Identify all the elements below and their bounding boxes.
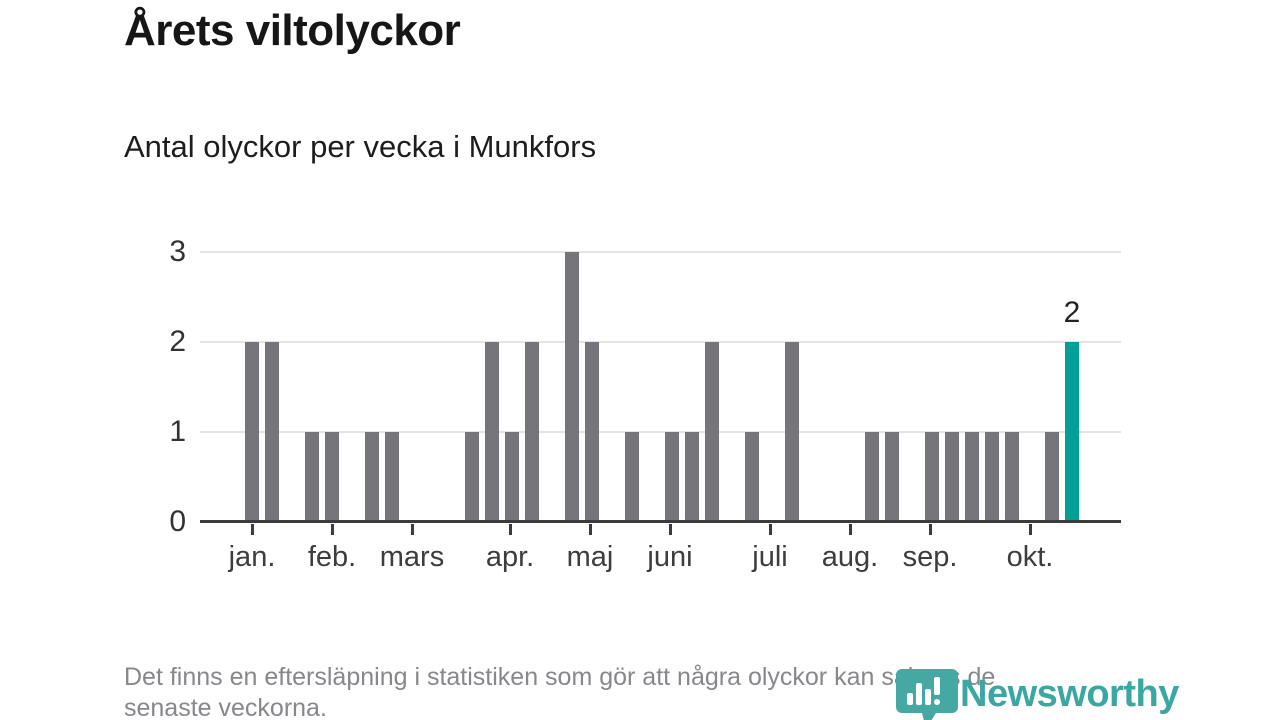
bar-week-44-highlight xyxy=(1065,342,1079,522)
bar-week-43 xyxy=(1045,432,1059,522)
bar-week-38 xyxy=(945,432,959,522)
x-month-label-mars: mars xyxy=(379,541,445,573)
chart-subtitle: Antal olyckor per vecka i Munkfors xyxy=(124,129,597,164)
footer-line-1: Det finns en eftersläpning i statistiken… xyxy=(124,663,996,691)
x-month-label-apr: apr. xyxy=(485,541,535,573)
bar-week-16 xyxy=(505,432,519,522)
x-month-label-juli: juli xyxy=(752,541,788,573)
x-tick-sep xyxy=(929,524,932,535)
x-tick-juli xyxy=(769,524,772,535)
x-tick-aug xyxy=(849,524,852,535)
icon-exclamation-bar xyxy=(934,677,940,695)
bar-week-41 xyxy=(1005,432,1019,522)
newsworthy-bubble-chart-icon xyxy=(896,669,958,720)
bar-week-10 xyxy=(385,432,399,522)
bar-week-15 xyxy=(485,342,499,522)
bar-week-9 xyxy=(365,432,379,522)
bar-week-40 xyxy=(985,432,999,522)
footer-note: Det finns en eftersläpning i statistiken… xyxy=(124,662,995,720)
bar-week-20 xyxy=(585,342,599,522)
bar-week-22 xyxy=(625,432,639,522)
x-tick-mars xyxy=(411,524,414,535)
gridline-y-2 xyxy=(200,341,1121,343)
bar-week-25 xyxy=(685,432,699,522)
y-tick-label-0: 0 xyxy=(169,505,186,538)
x-axis-line xyxy=(200,520,1121,523)
x-tick-feb xyxy=(331,524,334,535)
y-axis-labels: 0 1 2 3 xyxy=(118,0,186,720)
bar-week-35 xyxy=(885,432,899,522)
bar-week-24 xyxy=(665,432,679,522)
bar-week-39 xyxy=(965,432,979,522)
x-month-label-okt: okt. xyxy=(1006,541,1054,573)
y-tick-label-3: 3 xyxy=(169,235,186,268)
bar-week-34 xyxy=(865,432,879,522)
newsworthy-wordmark: Newsworthy xyxy=(960,673,1179,715)
icon-bar-3 xyxy=(925,689,931,705)
bar-week-3 xyxy=(245,342,259,522)
gridline-y-1 xyxy=(200,431,1121,433)
bar-week-30 xyxy=(785,342,799,522)
bar-week-28 xyxy=(745,432,759,522)
bar-week-6 xyxy=(305,432,319,522)
x-month-label-aug: aug. xyxy=(821,541,879,573)
bar-week-14 xyxy=(465,432,479,522)
bar-week-4 xyxy=(265,342,279,522)
icon-exclamation-dot xyxy=(934,699,940,705)
y-tick-label-2: 2 xyxy=(169,325,186,358)
x-month-label-sep: sep. xyxy=(902,541,958,573)
footer-line-2: senaste veckorna. xyxy=(124,694,327,720)
plot-area xyxy=(200,251,1121,523)
x-tick-jan xyxy=(251,524,254,535)
x-tick-okt xyxy=(1029,524,1032,535)
x-month-label-maj: maj xyxy=(566,541,614,573)
bar-week-7 xyxy=(325,432,339,522)
page-title: Årets viltolyckor xyxy=(124,6,461,55)
x-month-label-jan: jan. xyxy=(228,541,276,573)
y-tick-label-1: 1 xyxy=(169,415,186,448)
bar-week-19 xyxy=(565,252,579,522)
bar-week-37 xyxy=(925,432,939,522)
bar-week-26 xyxy=(705,342,719,522)
x-tick-apr xyxy=(509,524,512,535)
x-tick-juni xyxy=(669,524,672,535)
bar-week-17 xyxy=(525,342,539,522)
x-tick-maj xyxy=(589,524,592,535)
icon-bar-1 xyxy=(907,693,913,705)
x-month-label-juni: juni xyxy=(647,541,693,573)
x-month-label-feb: feb. xyxy=(307,541,357,573)
icon-bar-2 xyxy=(916,683,922,705)
gridline-y-3 xyxy=(200,251,1121,253)
